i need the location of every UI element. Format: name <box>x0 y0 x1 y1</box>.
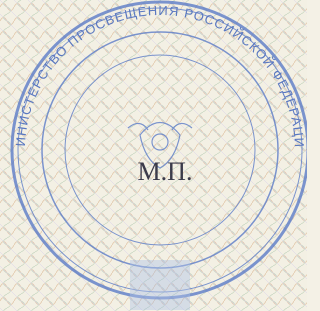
seal-mark: М.П. <box>138 157 193 186</box>
document-fragment: МИНИСТЕРСТВО ПРОСВЕЩЕНИЯ РОССИЙСКОЙ ФЕДЕ… <box>0 0 307 311</box>
stamp-ink-smudge <box>130 260 190 310</box>
